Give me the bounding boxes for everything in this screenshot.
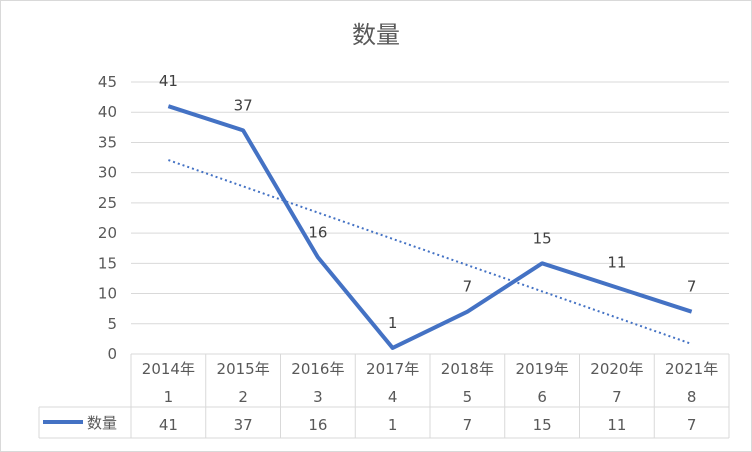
table-cell-value: 7 — [463, 416, 473, 434]
chart-title: 数量 — [352, 21, 400, 49]
x-tick-label-index: 7 — [612, 388, 622, 406]
table-cell-value: 41 — [159, 416, 178, 434]
table-cell-value: 15 — [533, 416, 552, 434]
x-tick-label-index: 5 — [463, 388, 473, 406]
series-line-quantity — [167, 104, 693, 350]
y-tick-label: 25 — [98, 194, 117, 212]
x-tick-label-year: 2021年 — [665, 360, 718, 378]
data-label: 37 — [234, 96, 253, 114]
x-tick-label-year: 2020年 — [590, 360, 643, 378]
x-tick-label-year: 2018年 — [441, 360, 494, 378]
y-tick-label: 0 — [107, 345, 117, 363]
legend-series-name: 数量 — [87, 414, 117, 432]
x-tick-label-index: 3 — [313, 388, 323, 406]
y-tick-label: 15 — [98, 254, 117, 272]
table-cell-value: 16 — [308, 416, 327, 434]
data-label: 16 — [308, 223, 327, 241]
y-tick-label: 40 — [98, 103, 117, 121]
x-tick-label-index: 6 — [537, 388, 547, 406]
x-tick-label-year: 2014年 — [142, 360, 195, 378]
x-tick-label-index: 2 — [238, 388, 248, 406]
x-tick-label-index: 4 — [388, 388, 398, 406]
y-tick-label: 5 — [107, 315, 117, 333]
x-tick-label-year: 2017年 — [366, 360, 419, 378]
x-tick-label-index: 8 — [687, 388, 697, 406]
data-label: 41 — [159, 72, 178, 90]
table-cell-value: 1 — [388, 416, 398, 434]
y-tick-label: 30 — [98, 164, 117, 182]
x-tick-label-year: 2015年 — [217, 360, 270, 378]
table-cell-value: 11 — [607, 416, 626, 434]
y-tick-label: 35 — [98, 133, 117, 151]
trendline — [168, 159, 692, 345]
table-cell-value: 7 — [687, 416, 697, 434]
data-label: 7 — [687, 278, 697, 296]
data-label: 11 — [607, 254, 626, 272]
y-tick-label: 45 — [98, 73, 117, 91]
x-tick-label-year: 2016年 — [291, 360, 344, 378]
table-cell-value: 37 — [234, 416, 253, 434]
y-tick-label: 10 — [98, 285, 117, 303]
data-label: 15 — [533, 229, 552, 247]
data-label: 7 — [463, 278, 473, 296]
data-label: 1 — [388, 314, 398, 332]
y-tick-label: 20 — [98, 224, 117, 242]
x-tick-label-index: 1 — [164, 388, 174, 406]
x-tick-label-year: 2019年 — [516, 360, 569, 378]
